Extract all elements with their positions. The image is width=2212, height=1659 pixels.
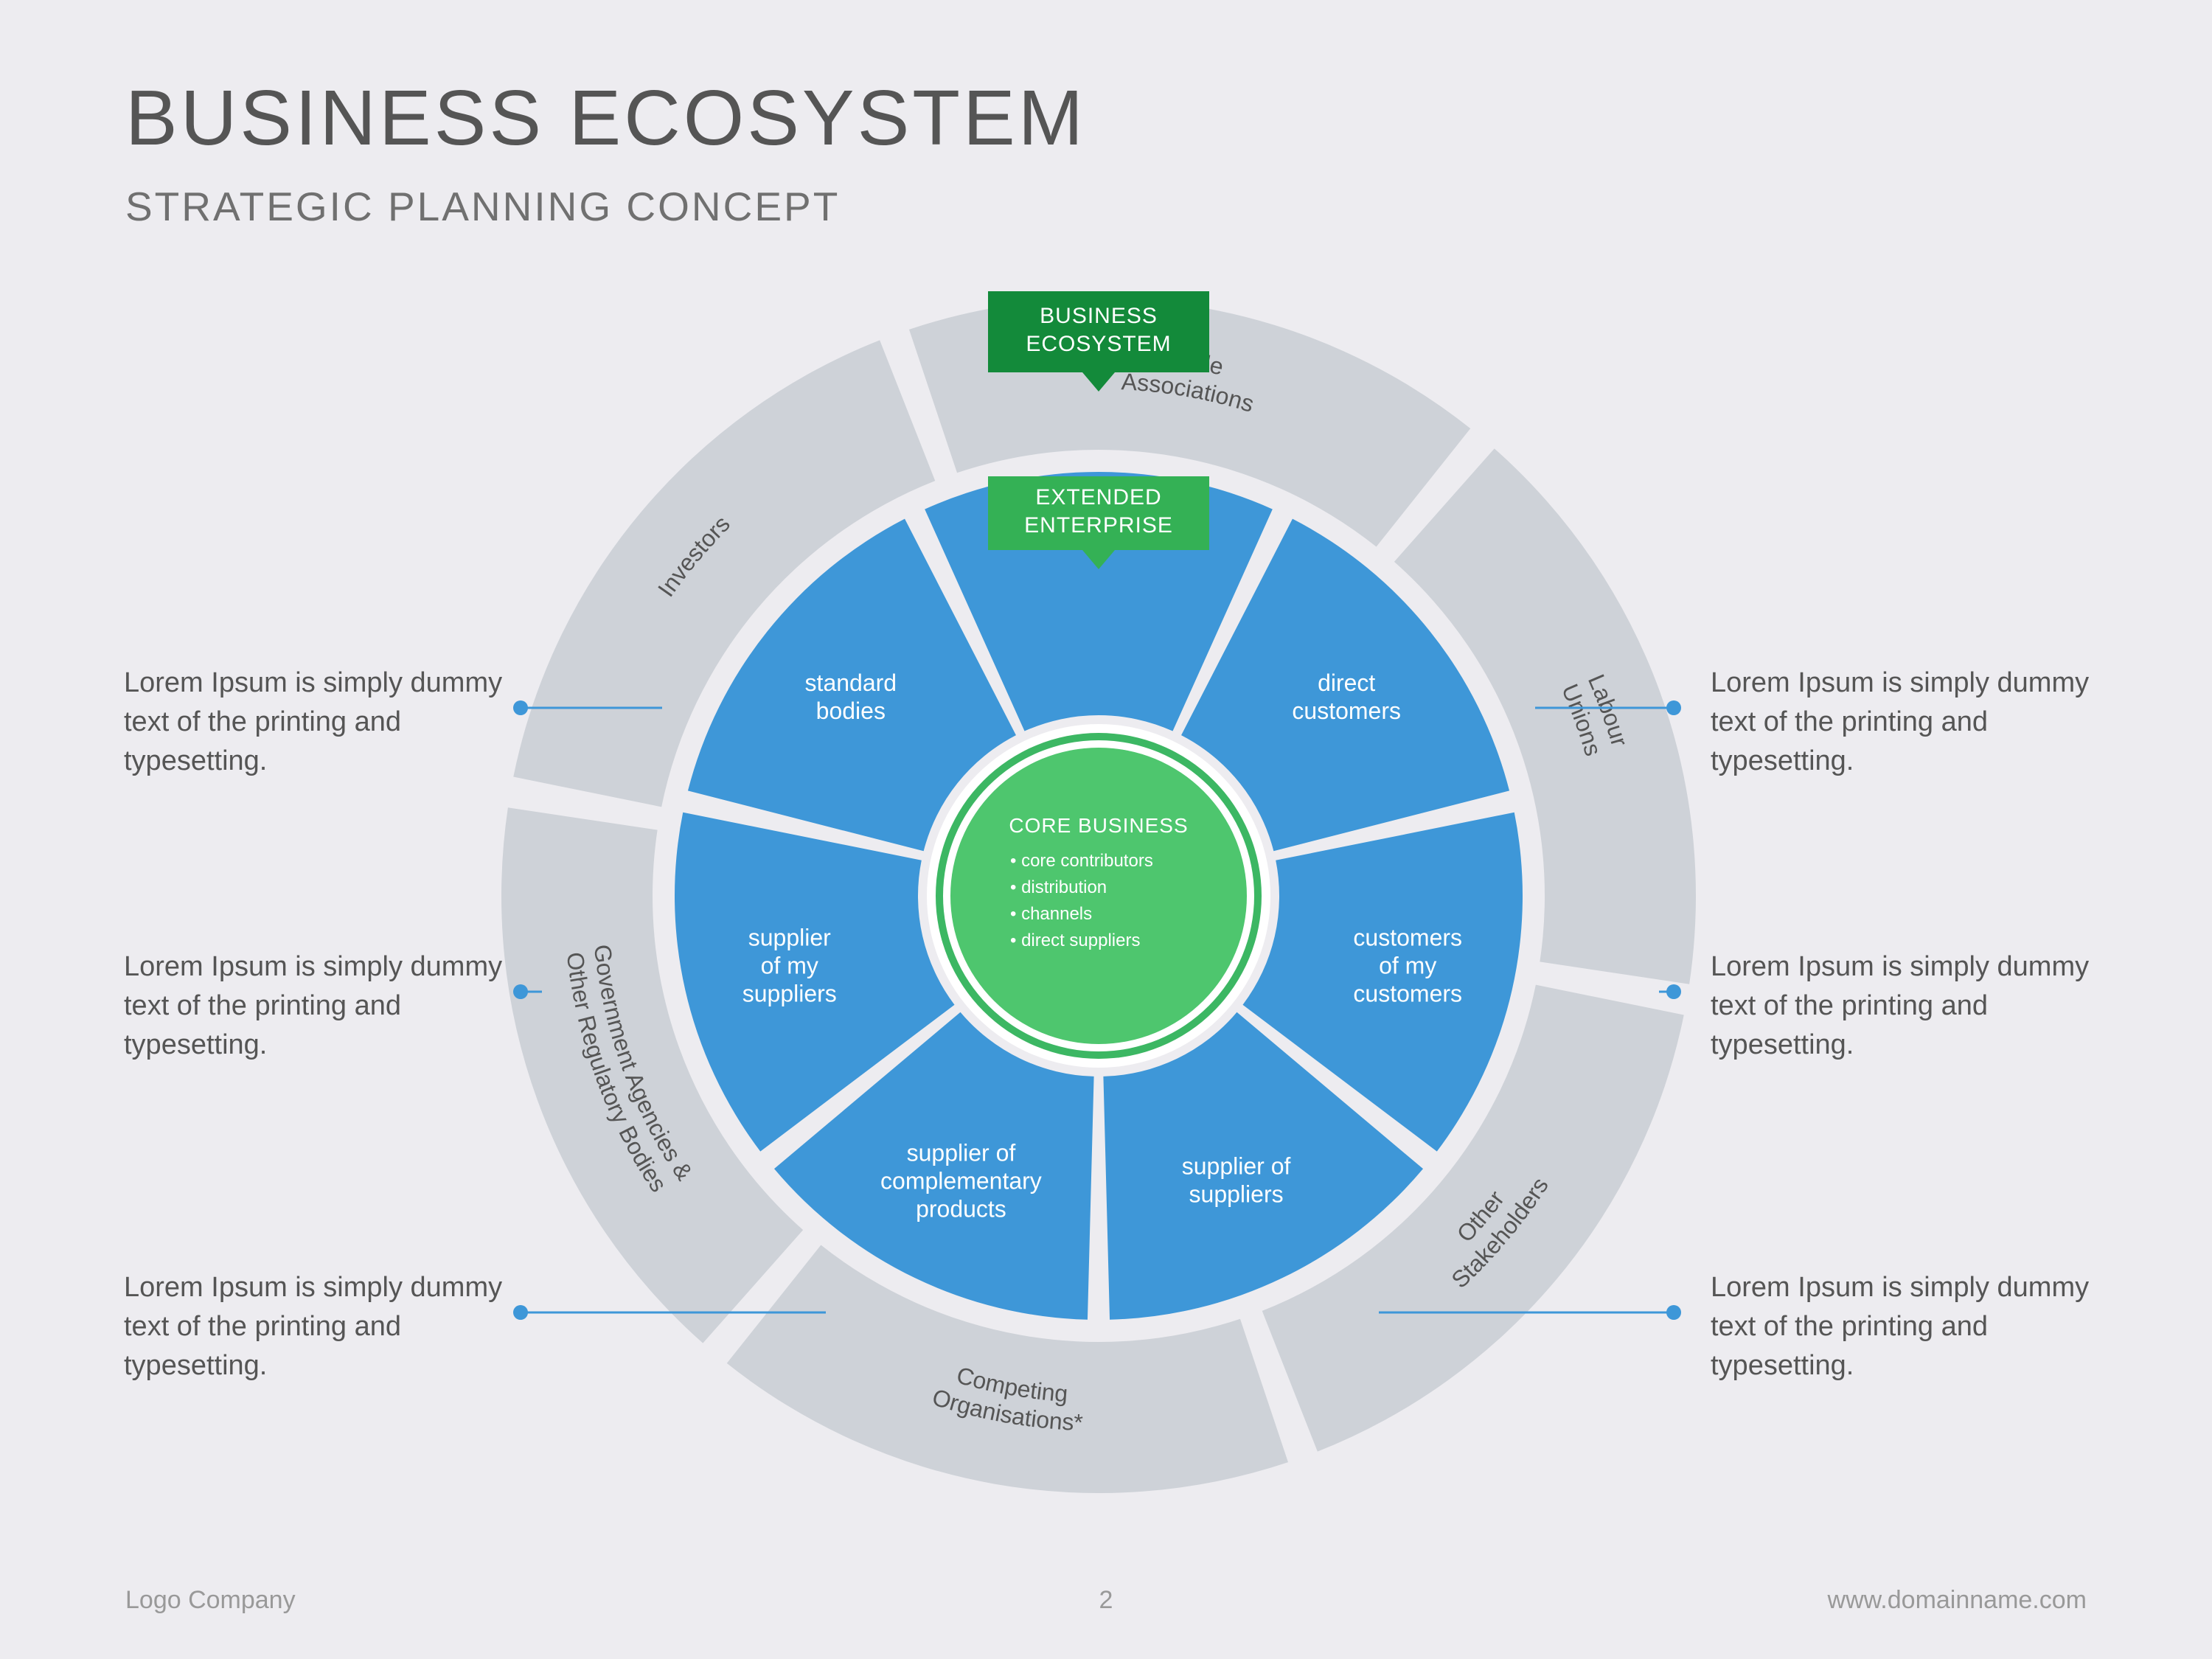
core-item-2: • channels [1010, 904, 1092, 924]
footer-company: Logo Company [125, 1586, 296, 1615]
tag-extended-enterprise-l1: EXTENDED [1035, 485, 1161, 509]
tag-business-ecosystem-l2: ECOSYSTEM [1026, 332, 1171, 356]
leader-right-1-dot [1666, 984, 1681, 999]
core-title: CORE BUSINESS [1009, 814, 1188, 837]
leader-left-2-dot [513, 1305, 528, 1320]
leader-left-1-dot [513, 984, 528, 999]
ecosystem-diagram: LabourUnionsOtherStakeholdersCompetingOr… [0, 0, 2212, 1659]
tag-extended-enterprise-l2: ENTERPRISE [1024, 513, 1173, 538]
leader-right-2-dot [1666, 1305, 1681, 1320]
core-item-0: • core contributors [1010, 851, 1153, 871]
footer-page: 2 [1099, 1586, 1113, 1615]
leader-right-0-dot [1666, 700, 1681, 715]
core-item-3: • direct suppliers [1010, 931, 1140, 950]
leader-left-0-dot [513, 700, 528, 715]
footer-url: www.domainname.com [1828, 1586, 2087, 1615]
core-item-1: • distribution [1010, 877, 1107, 897]
tag-business-ecosystem-l1: BUSINESS [1040, 304, 1158, 328]
